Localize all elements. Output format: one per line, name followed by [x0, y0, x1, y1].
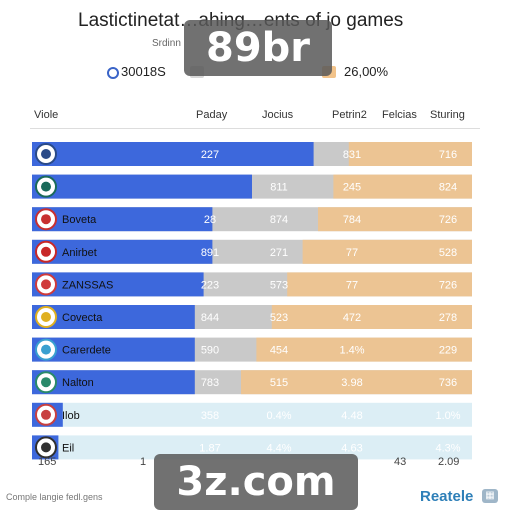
data-label: 4.63: [341, 442, 362, 454]
data-label: 3.98: [341, 377, 362, 389]
data-label: 736: [439, 377, 457, 389]
data-label: 223: [201, 279, 219, 291]
axis-tick-label: 165: [38, 456, 57, 468]
data-label: 523: [270, 312, 288, 324]
series-bar-orange: [271, 305, 472, 329]
data-label: 783: [201, 377, 219, 389]
data-label: 1.87: [199, 442, 220, 454]
data-label: 278: [439, 312, 457, 324]
data-label: 726: [439, 279, 457, 291]
series-bar-orange: [333, 174, 472, 199]
game-icon-center: [41, 377, 51, 388]
data-label: 811: [270, 182, 288, 194]
data-label: 891: [201, 247, 219, 259]
brand-logo-text: Reatele: [420, 488, 474, 505]
axis-tick-label: 43: [394, 456, 407, 468]
game-icon-center: [41, 149, 51, 159]
data-label: 726: [439, 214, 457, 226]
data-label: 245: [343, 182, 361, 194]
series-bar-orange: [348, 142, 472, 166]
row-label: Ilob: [62, 410, 80, 422]
data-label: 0.4%: [266, 410, 291, 422]
legend-label: 30018S: [121, 64, 166, 79]
series-bar-blue: [32, 370, 195, 395]
data-label: 515: [270, 377, 288, 389]
series-bar-blue: [32, 174, 252, 199]
column-header: Paday: [196, 109, 228, 121]
row-background: [32, 402, 472, 427]
column-header: Felcias: [382, 109, 417, 121]
data-label: 358: [201, 410, 219, 422]
legend-label: 26,00%: [344, 64, 389, 79]
game-icon-center: [41, 409, 51, 420]
data-label: 472: [343, 312, 361, 324]
watermark-top: 89br: [184, 20, 332, 76]
row-label: Boveta: [62, 214, 97, 226]
row-label: Nalton: [62, 377, 94, 389]
data-label: 528: [439, 247, 457, 259]
brand-icon: ▦: [482, 489, 498, 503]
series-bar-blue: [32, 142, 314, 166]
series-bar-orange: [287, 272, 472, 297]
row-label: Anirbet: [62, 247, 97, 259]
data-label: 227: [201, 149, 219, 161]
data-label: 454: [270, 345, 288, 357]
data-label: 271: [270, 247, 288, 259]
data-label: 831: [343, 149, 361, 161]
series-bar-orange: [241, 370, 472, 395]
data-label: 573: [270, 279, 288, 291]
data-label: 784: [343, 214, 361, 226]
header-divider: [30, 128, 480, 129]
series-bar-blue: [32, 207, 213, 232]
game-icon-center: [41, 442, 51, 453]
data-label: 1.4%: [339, 345, 364, 357]
game-icon-center: [41, 279, 51, 290]
series-bar-orange: [318, 207, 472, 232]
data-label: 716: [439, 149, 457, 161]
data-label: 824: [439, 182, 457, 194]
series-bar-orange: [256, 337, 472, 362]
row-label: Eil: [62, 442, 74, 454]
data-label: 844: [201, 312, 219, 324]
game-icon-center: [41, 181, 51, 192]
data-label: 590: [201, 345, 219, 357]
data-label: 1.0%: [435, 410, 460, 422]
data-label: 874: [270, 214, 288, 226]
footnote: Comple langie fedl.gens: [6, 492, 103, 502]
column-header: Jocius: [262, 109, 294, 121]
series-bar-blue: [32, 337, 195, 362]
series-bar-blue: [32, 239, 213, 264]
column-header: Viole: [34, 109, 59, 121]
data-label: 77: [346, 247, 358, 259]
series-bar-orange: [302, 239, 472, 264]
game-icon-center: [41, 246, 51, 257]
game-icon-center: [41, 344, 51, 355]
data-label: 4.4%: [266, 442, 291, 454]
axis-tick-label: 2.09: [438, 456, 460, 468]
chart-subtitle: Srdinn: [152, 38, 181, 49]
axis-tick-label: 1: [140, 456, 147, 468]
legend-marker-icon: [107, 67, 119, 79]
data-label: 4.3%: [435, 442, 460, 454]
data-label: 229: [439, 345, 457, 357]
row-label: Covecta: [62, 312, 103, 324]
column-header: Petrin2: [332, 109, 367, 121]
data-label: 4.48: [341, 410, 362, 422]
row-label: Carerdete: [62, 345, 111, 357]
game-icon-center: [41, 214, 51, 225]
watermark-bottom: 3z.com: [154, 454, 358, 510]
game-icon-center: [41, 312, 51, 322]
series-bar-blue: [32, 272, 204, 297]
data-label: 77: [346, 279, 358, 291]
series-bar-blue: [32, 305, 195, 329]
row-label: ZANSSAS: [62, 279, 113, 291]
data-label: 28: [204, 214, 216, 226]
column-header: Sturing: [430, 109, 465, 121]
